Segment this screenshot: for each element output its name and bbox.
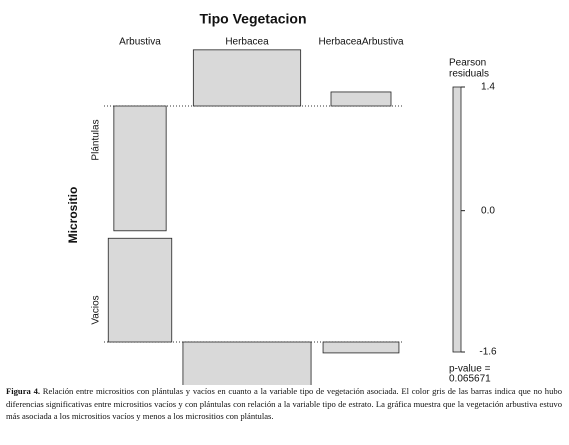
legend-title: residuals <box>449 69 489 80</box>
legend-tick-label: -1.6 <box>479 347 497 358</box>
legend-title: Pearson <box>449 58 486 69</box>
residual-bar <box>330 91 392 107</box>
p-value: 0.065671 <box>449 374 491 385</box>
residual-bar <box>192 49 302 107</box>
p-value-label: p-value = <box>449 364 491 375</box>
chart-title: Tipo Vegetacion <box>199 11 306 27</box>
legend-tick-label: 1.4 <box>481 82 495 93</box>
caption-text: Relación entre micrositios con plántulas… <box>6 386 562 421</box>
residual-bar <box>322 341 400 354</box>
y-axis-label: Micrositio <box>66 187 80 244</box>
residual-bar <box>113 105 167 232</box>
caption: Figura 4. Relación entre micrositios con… <box>6 385 562 423</box>
column-label: Herbacea <box>225 37 269 48</box>
chart: Tipo Vegetacion Micrositio Pearson resid… <box>66 11 497 385</box>
legend-scale <box>452 86 462 353</box>
legend-tick-label: 0.0 <box>481 205 495 216</box>
residual-bar <box>107 237 173 343</box>
column-label: HerbaceaArbustiva <box>318 37 403 48</box>
caption-label: Figura 4. <box>6 386 41 396</box>
row-label: Vacios <box>91 295 102 324</box>
residual-bar <box>182 341 312 385</box>
column-label: Arbustiva <box>119 37 161 48</box>
row-label: Plántulas <box>91 119 102 160</box>
